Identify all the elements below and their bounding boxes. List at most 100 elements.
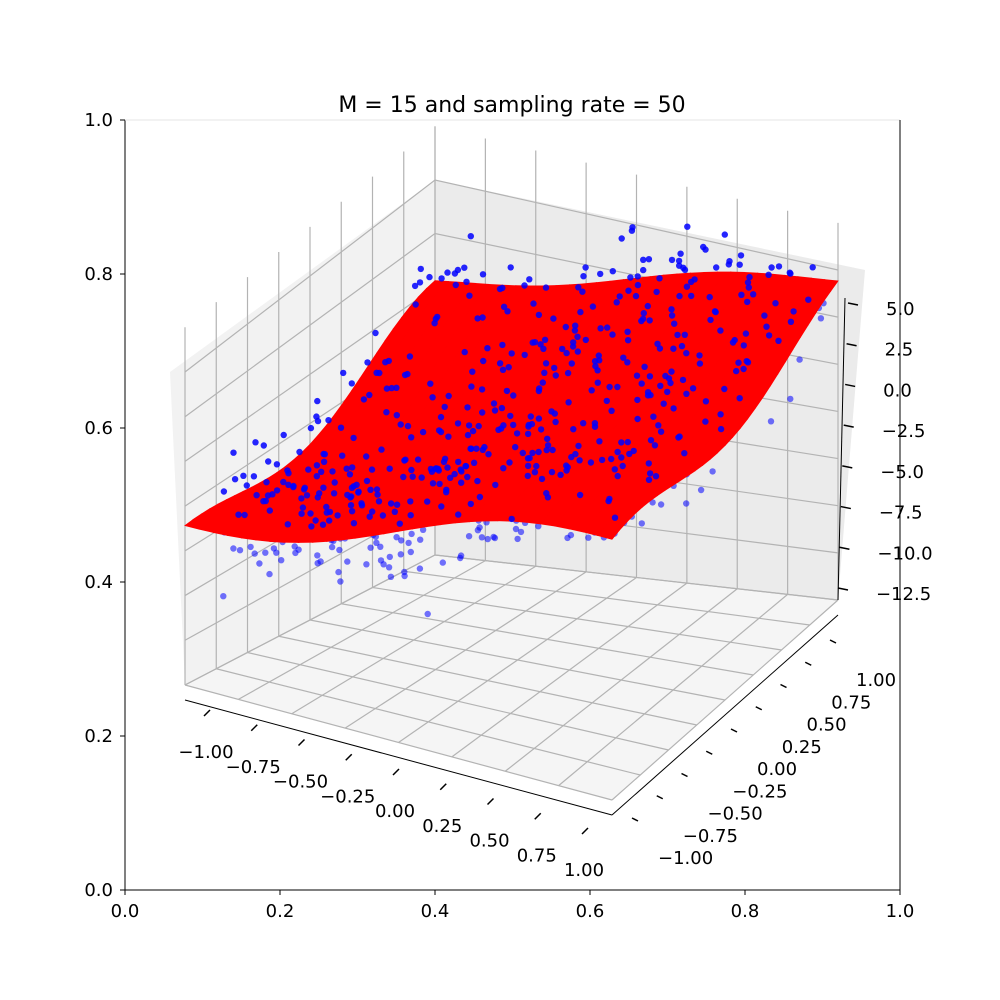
y3d-tick-label: 0.25 (782, 737, 822, 758)
scatter-point (744, 359, 752, 366)
scatter-point (325, 417, 332, 424)
scatter-point (416, 565, 424, 572)
x3d-tick-label: 0.75 (517, 845, 557, 866)
z3d-tick (842, 465, 853, 469)
scatter-point (542, 284, 550, 291)
scatter-point (594, 367, 601, 374)
scatter-point (349, 464, 356, 471)
scatter-point (624, 337, 632, 344)
scatter-point (548, 468, 556, 476)
scatter-point (510, 421, 517, 429)
scatter-point (742, 330, 750, 337)
scatter-point (736, 395, 743, 402)
scatter-point (579, 288, 586, 295)
scatter-point (323, 509, 330, 516)
scatter-point (300, 486, 308, 493)
scatter-point (451, 470, 458, 478)
scatter-point (765, 332, 773, 339)
scatter-point (678, 342, 686, 350)
scatter-point (681, 331, 688, 338)
scatter-point (397, 421, 404, 428)
scatter-point (240, 472, 247, 479)
scatter-point (320, 450, 327, 458)
scatter-point (530, 300, 537, 307)
scatter-point (475, 422, 482, 430)
scatter-point (437, 428, 445, 436)
scatter-point (465, 422, 473, 429)
scatter-point (386, 465, 393, 472)
z3d-tick (840, 505, 852, 510)
scatter-point (625, 287, 632, 294)
z3d-tick-label: −2.5 (882, 421, 926, 442)
floor-grid-line-x (558, 593, 789, 787)
scatter-point (409, 473, 416, 480)
scatter-point (314, 494, 321, 501)
chart-title: M = 15 and sampling rate = 50 (338, 93, 685, 118)
scatter-point (711, 308, 719, 315)
scatter-point (595, 352, 602, 359)
scatter-point (670, 345, 677, 352)
scatter-point (377, 543, 384, 550)
scatter-point (713, 264, 720, 271)
3d-axis-lines (184, 297, 846, 816)
scatter-point (400, 473, 407, 481)
scatter-point (260, 442, 267, 449)
scatter-point (619, 462, 626, 470)
scatter-point (656, 275, 663, 282)
scatter-point (369, 508, 376, 515)
scatter-point (526, 276, 533, 283)
scatter-point (544, 435, 551, 442)
scatter-point (348, 484, 356, 491)
scatter-point (296, 448, 303, 456)
outer-x-tick-label: 0.6 (576, 901, 605, 922)
scatter-point (574, 333, 581, 340)
scatter-point (253, 492, 260, 499)
scatter-point (645, 460, 652, 467)
scatter-point (531, 469, 539, 476)
outer-x-tick-label: 0.4 (421, 901, 450, 922)
scatter-point (337, 424, 345, 431)
y3d-tick (656, 795, 664, 800)
scatter-point (329, 468, 336, 475)
scatter-point (393, 534, 400, 541)
scatter-point (350, 434, 357, 442)
y3d-tick-label: 1.00 (856, 670, 896, 691)
scatter-point (655, 422, 662, 429)
scatter-point (775, 263, 783, 270)
scatter-point (517, 528, 525, 536)
scatter-point (480, 357, 487, 365)
y3d-tick-label: −0.75 (683, 826, 738, 847)
scatter-point (697, 486, 705, 494)
scatter-point (374, 491, 381, 498)
scatter-point (328, 543, 336, 551)
scatter-point (339, 452, 346, 459)
scatter-point (343, 465, 350, 472)
scatter-point (298, 495, 305, 502)
scatter-point (624, 328, 631, 335)
z3d-tick-label: −12.5 (876, 584, 931, 605)
x3d-tick-label: 0.25 (422, 816, 462, 837)
scatter-point (499, 284, 506, 292)
scatter-point (346, 471, 354, 478)
y3d-tick-label: −0.50 (708, 804, 763, 825)
scatter-point (467, 233, 474, 240)
scatter-point (585, 534, 592, 541)
scatter-point (549, 446, 556, 454)
scatter-point (323, 503, 330, 511)
scatter-point (618, 454, 625, 461)
scatter-point (412, 301, 419, 308)
scatter-point (657, 501, 665, 508)
y3d-tick-label: −1.00 (658, 848, 713, 869)
scatter-point (379, 512, 387, 519)
scatter-point (541, 369, 548, 376)
scatter-point (372, 329, 379, 337)
scatter-point (360, 396, 368, 403)
scatter-point (709, 468, 716, 475)
scatter-point (273, 461, 281, 468)
scatter-point (393, 412, 400, 419)
scatter-point (671, 320, 678, 327)
scatter-point (706, 293, 713, 301)
scatter-point (668, 368, 675, 375)
scatter-point (761, 312, 768, 319)
scatter-point (598, 456, 606, 464)
